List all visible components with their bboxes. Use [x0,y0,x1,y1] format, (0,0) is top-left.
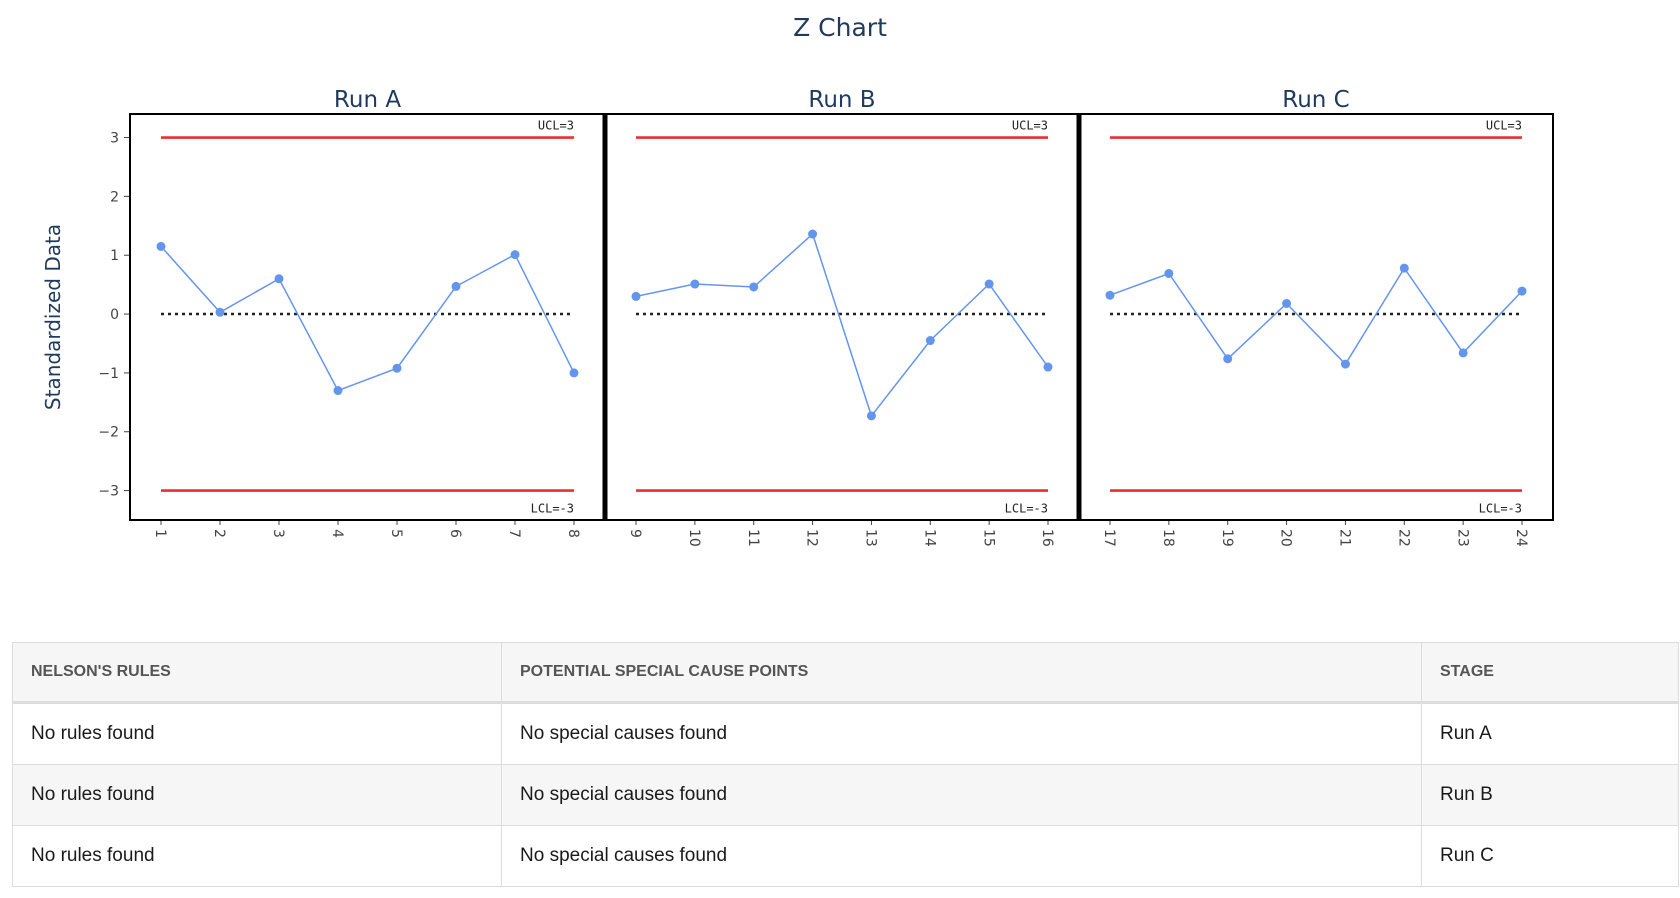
x-tick-label: 1 [152,529,168,538]
y-tick-label: 2 [110,189,119,205]
data-point [690,279,700,289]
data-point [451,281,461,291]
panel-frame [129,113,606,521]
data-point [1164,268,1174,278]
ucl-label: UCL=3 [1486,119,1522,133]
x-tick-label: 10 [686,529,702,547]
x-tick-label: 8 [565,529,581,538]
y-tick-label: −2 [98,425,119,441]
x-tick-label: 12 [804,529,820,547]
x-tick-label: 21 [1337,529,1353,547]
series-line [1109,266,1523,366]
column-header-nelson-rules: NELSON'S RULES [12,642,502,704]
data-point [392,363,402,373]
table-row: No rules found No special causes found R… [12,702,1679,765]
x-tick-label: 4 [329,529,345,538]
stage-cell: Run B [1421,764,1679,826]
x-tick-label: 17 [1101,529,1117,547]
series-line [160,245,575,392]
data-point [333,386,343,396]
x-tick-label: 6 [447,529,463,538]
ucl-label: UCL=3 [1012,119,1048,133]
x-tick-label: 19 [1219,529,1235,547]
special-cause-points-cell: No special causes found [501,764,1422,826]
special-cause-points-cell: No special causes found [501,702,1422,765]
data-point [156,241,166,251]
y-tick-label: 3 [110,131,119,147]
data-point [631,291,641,301]
nelson-rules-cell: No rules found [12,825,502,887]
data-point [1223,354,1233,364]
x-tick-label: 15 [980,529,996,547]
table-header-row: NELSON'S RULES POTENTIAL SPECIAL CAUSE P… [12,642,1679,704]
x-tick-label: 18 [1160,529,1176,547]
lcl-label: LCL=-3 [1005,502,1048,516]
panel-title: Run C [1282,87,1349,113]
data-point [569,368,579,378]
data-point [1105,290,1115,300]
nelson-rules-cell: No rules found [12,702,502,765]
column-header-special-cause-points: POTENTIAL SPECIAL CAUSE POINTS [501,642,1422,704]
nelson-rules-cell: No rules found [12,764,502,826]
x-tick-label: 13 [863,529,879,547]
x-tick-label: 16 [1039,529,1055,547]
nelson-rules-table: NELSON'S RULES POTENTIAL SPECIAL CAUSE P… [12,642,1679,887]
data-point [1517,286,1527,296]
x-tick-label: 5 [388,529,404,538]
x-tick-label: 14 [921,529,937,547]
x-tick-label: 22 [1395,529,1411,547]
y-tick-label: 0 [110,307,119,323]
data-point [274,274,284,284]
data-point [1282,298,1292,308]
data-point [749,282,759,292]
ucl-label: UCL=3 [538,119,574,133]
column-header-stage: STAGE [1421,642,1679,704]
data-point [808,229,818,239]
panel-frame [1078,113,1554,521]
special-cause-points-cell: No special causes found [501,825,1422,887]
data-point [1043,362,1053,372]
data-point [984,279,994,289]
y-tick-label: 1 [110,248,119,264]
table-row: No rules found No special causes found R… [12,764,1679,826]
data-point [510,250,520,260]
chart-title: Z Chart [793,13,887,42]
data-point [866,411,876,421]
stage-cell: Run A [1421,702,1679,765]
x-tick-label: 9 [627,529,643,538]
x-tick-label: 2 [211,529,227,538]
y-axis-label: Standardized Data [41,224,65,410]
x-tick-label: 7 [506,529,522,538]
x-tick-label: 24 [1513,529,1529,547]
data-point [925,336,935,346]
series-line [635,232,1049,418]
x-tick-label: 3 [270,529,286,538]
data-point [1458,348,1468,358]
lcl-label: LCL=-3 [531,502,574,516]
data-point [215,307,225,317]
data-point [1399,263,1409,273]
x-tick-label: 11 [745,529,761,547]
y-tick-label: −3 [98,484,119,500]
panel-title: Run A [334,87,401,113]
x-tick-label: 20 [1278,529,1294,547]
x-tick-label: 23 [1454,529,1470,547]
data-point [1340,359,1350,369]
y-tick-label: −1 [98,366,119,382]
lcl-label: LCL=-3 [1479,502,1522,516]
table-row: No rules found No special causes found R… [12,825,1679,887]
panel-title: Run B [808,87,875,113]
panel-frame [604,113,1080,521]
stage-cell: Run C [1421,825,1679,887]
